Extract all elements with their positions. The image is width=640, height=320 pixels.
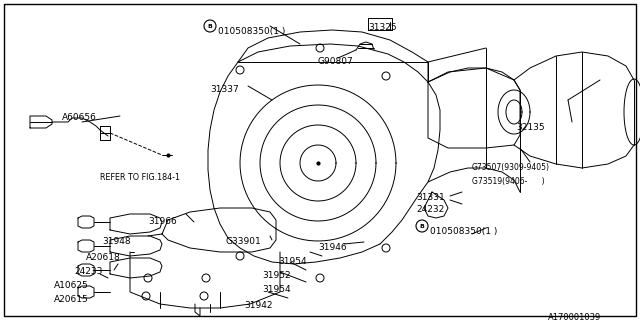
Text: 31966: 31966 [148, 217, 177, 226]
Text: 31954: 31954 [278, 257, 307, 266]
Text: 32135: 32135 [516, 123, 545, 132]
Text: 31946: 31946 [318, 243, 347, 252]
Text: 31942: 31942 [244, 301, 273, 310]
Text: REFER TO FIG.184-1: REFER TO FIG.184-1 [100, 173, 180, 182]
Text: A20615: A20615 [54, 295, 89, 304]
Text: B: B [420, 223, 424, 228]
Text: 31331: 31331 [416, 193, 445, 202]
Text: A10625: A10625 [54, 281, 89, 290]
Text: 31954: 31954 [262, 285, 291, 294]
Text: G73519(9406-      ): G73519(9406- ) [472, 177, 545, 186]
Text: G73507(9309-9405): G73507(9309-9405) [472, 163, 550, 172]
Text: A60656: A60656 [62, 113, 97, 122]
Text: 31337: 31337 [210, 85, 239, 94]
Text: A20618: A20618 [86, 253, 121, 262]
Text: 24233: 24233 [74, 267, 102, 276]
Text: 31948: 31948 [102, 237, 131, 246]
Text: G90807: G90807 [318, 57, 354, 66]
Text: 31952: 31952 [262, 271, 291, 280]
Text: 010508350(1 ): 010508350(1 ) [430, 227, 497, 236]
Text: B: B [207, 23, 212, 28]
Text: 010508350(1 ): 010508350(1 ) [218, 27, 285, 36]
Text: 31325: 31325 [368, 23, 397, 32]
Text: A170001039: A170001039 [548, 313, 601, 320]
Text: 24232: 24232 [416, 205, 444, 214]
Text: G33901: G33901 [226, 237, 262, 246]
